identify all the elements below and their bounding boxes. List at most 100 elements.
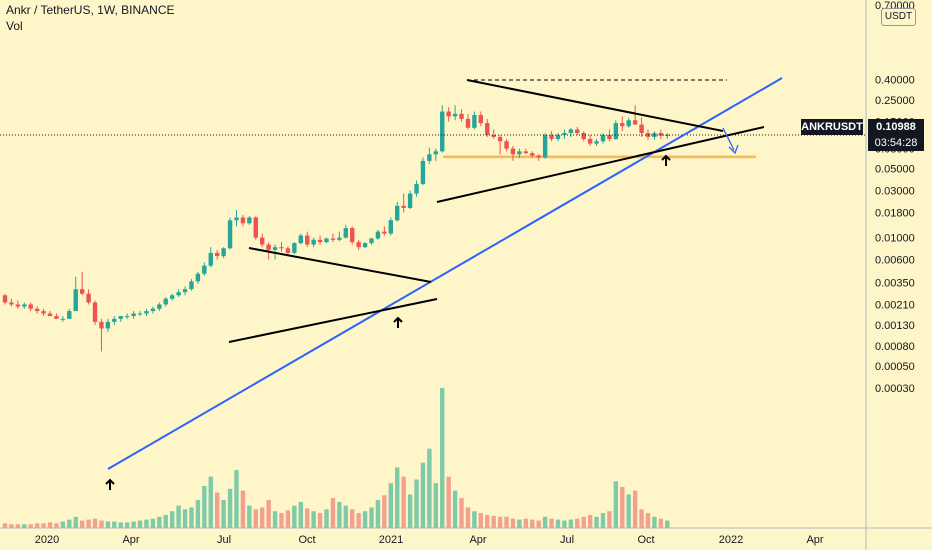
candle-body (536, 155, 541, 158)
candle-body (67, 311, 72, 319)
volume-bar (459, 498, 464, 528)
candle-body (2, 295, 8, 303)
candle-body (34, 308, 40, 312)
candle-body (459, 113, 464, 119)
volume-bar (182, 509, 188, 528)
volume-bar (587, 514, 593, 528)
candle-body (343, 228, 348, 238)
volume-bar (285, 510, 291, 528)
volume-bar (375, 500, 381, 528)
volume-bar (131, 521, 136, 528)
candle-body (600, 134, 606, 142)
time-tick-label: Apr (122, 534, 139, 546)
volume-bar (163, 514, 168, 528)
volume-bar (22, 524, 27, 528)
candle-body (356, 242, 361, 248)
price-tick-label: 0.03000 (875, 186, 915, 198)
currency-unit-button[interactable]: USDT (881, 8, 916, 26)
candle-body (298, 235, 303, 244)
volume-bar (189, 507, 194, 528)
projection-arrow-line (722, 127, 735, 151)
volume-bar (67, 519, 72, 528)
volume-bar (485, 514, 490, 528)
volume-bar (92, 518, 98, 528)
volume-bar (337, 501, 342, 528)
candle-body (79, 289, 85, 294)
candle-body (337, 237, 342, 240)
volume-bar (472, 511, 477, 528)
volume-bar (395, 467, 400, 528)
price-tick-label: 0.00600 (875, 255, 915, 267)
volume-bar (28, 524, 33, 528)
time-tick-label: 2020 (35, 534, 59, 546)
volume-bar (600, 513, 606, 528)
time-tick-label: 2022 (719, 534, 743, 546)
candle-body (562, 133, 567, 135)
candle-body (137, 313, 143, 315)
candle-body (240, 217, 246, 224)
time-tick-label: Jul (217, 534, 231, 546)
volume-bar (433, 483, 439, 528)
volume-bar (54, 523, 59, 528)
candle-body (285, 248, 291, 253)
candle-body (613, 123, 619, 140)
volume-bar (150, 518, 156, 528)
volume-bar (330, 498, 336, 528)
price-tick-label: 0.01000 (875, 233, 915, 245)
candle-body (427, 154, 432, 161)
candle-body (189, 281, 194, 290)
last-price-tag: 0.10988 03:54:28 (868, 119, 924, 151)
candle-body (420, 160, 426, 184)
volume-bar (407, 494, 413, 528)
candle-body (446, 111, 451, 117)
volume-bar (292, 505, 297, 528)
volume-bar (176, 505, 181, 528)
candle-body (362, 243, 368, 248)
candle-body (530, 153, 535, 156)
volume-bar (317, 513, 323, 528)
candle-body (112, 318, 117, 322)
volume-bar (510, 518, 516, 528)
candle-body (9, 302, 14, 305)
candle-body (169, 295, 175, 299)
chart-legend: Ankr / TetherUS, 1W, BINANCE Vol (6, 2, 175, 34)
candle-body (272, 247, 278, 250)
candle-body (124, 316, 130, 318)
triangle-1-upper-line (248, 247, 432, 283)
volume-bar (639, 509, 644, 528)
candle-body (22, 304, 27, 307)
up-arrow-icon (105, 478, 115, 490)
candle-body (279, 247, 284, 249)
volume-bar (478, 513, 484, 528)
volume-bar (568, 519, 574, 528)
volume-bar (562, 520, 567, 528)
volume-bar (523, 518, 529, 528)
candle-body (227, 220, 233, 249)
candle-body (195, 273, 201, 282)
volume-bar (311, 511, 316, 528)
triangle-2-lower-line (436, 126, 765, 203)
time-tick-label: Jul (560, 534, 574, 546)
volume-bar (260, 507, 265, 528)
volume-bar (465, 507, 471, 528)
volume-bar (124, 522, 130, 528)
volume-bar (613, 481, 619, 528)
candle-body (581, 133, 586, 140)
volume-bar (555, 519, 561, 528)
candle-body (658, 133, 664, 136)
candle-body (324, 238, 329, 243)
volume-bar (491, 515, 496, 528)
candle-body (594, 141, 599, 144)
time-tick-label: Apr (806, 534, 823, 546)
volume-bar (202, 486, 207, 528)
volume-bar (581, 516, 586, 528)
price-tick-label: 0.00080 (875, 341, 915, 353)
triangle-2-upper-line (466, 79, 724, 132)
candle-body (607, 134, 612, 140)
volume-bar (362, 511, 368, 528)
candle-body (517, 151, 522, 155)
volume-bar (157, 516, 162, 528)
candle-body (260, 237, 265, 245)
symbol-title: Ankr / TetherUS, 1W, BINANCE (6, 3, 175, 17)
